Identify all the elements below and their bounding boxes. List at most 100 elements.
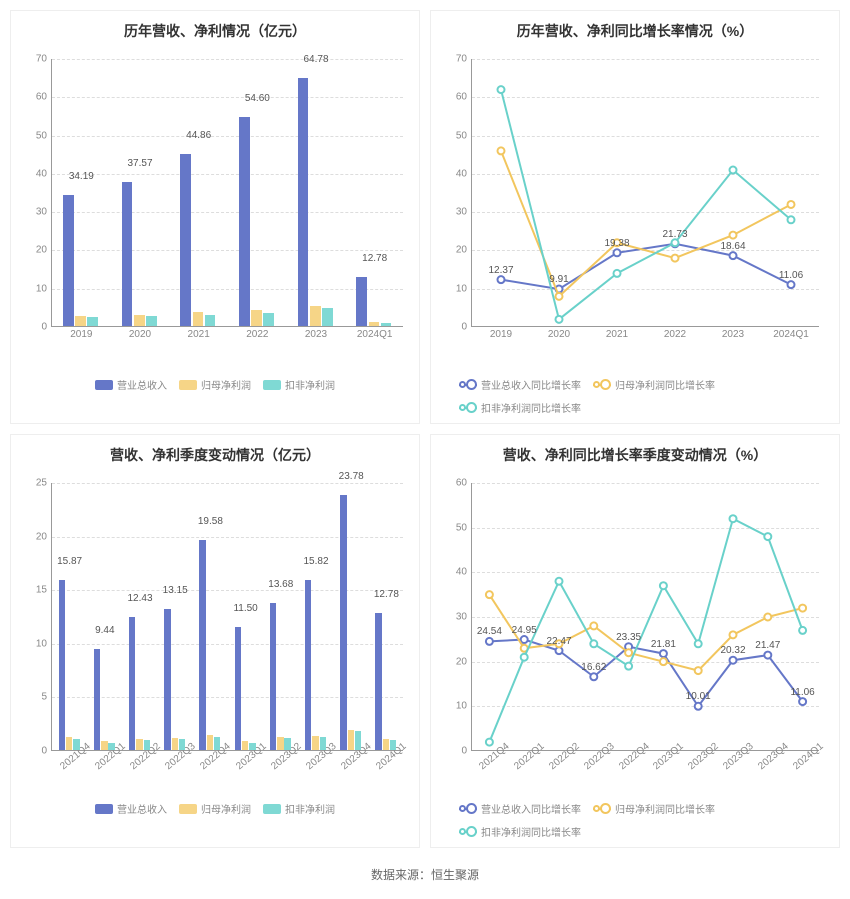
bar — [298, 78, 309, 326]
y-axis-label: 20 — [456, 656, 472, 667]
gridline — [52, 537, 403, 538]
bar — [179, 739, 185, 750]
legend-label: 归母净利润同比增长率 — [615, 801, 715, 816]
y-axis-label: 0 — [41, 322, 52, 333]
legend-swatch — [95, 380, 113, 390]
bar — [214, 737, 220, 750]
legend-label: 扣非净利润同比增长率 — [481, 824, 581, 839]
y-axis-label: 40 — [456, 567, 472, 578]
data-point — [556, 293, 563, 300]
data-label: 12.78 — [374, 589, 399, 600]
plot-area: 05101520252021Q415.872022Q19.442022Q212.… — [51, 483, 403, 751]
bar — [381, 323, 392, 326]
data-label: 16.62 — [581, 662, 606, 673]
data-point — [590, 673, 597, 680]
legend-swatch — [263, 380, 281, 390]
chart-legend: 营业总收入同比增长率 归母净利润同比增长率扣非净利润同比增长率 — [439, 801, 831, 839]
data-point — [695, 640, 702, 647]
chart-title: 营收、净利季度变动情况（亿元） — [19, 445, 411, 465]
data-label: 54.60 — [245, 93, 270, 104]
data-label: 18.64 — [720, 241, 745, 252]
y-axis-label: 70 — [456, 54, 472, 65]
bar — [305, 580, 311, 750]
legend-label: 扣非净利润 — [285, 377, 335, 392]
data-point — [730, 232, 737, 239]
data-label: 15.82 — [303, 556, 328, 567]
bar — [101, 741, 107, 750]
bar — [73, 739, 79, 750]
y-axis-label: 10 — [36, 638, 52, 649]
chart-title: 营收、净利同比增长率季度变动情况（%） — [439, 445, 831, 465]
legend-label: 归母净利润同比增长率 — [615, 377, 715, 392]
legend-item: 营业总收入 — [95, 377, 167, 392]
data-point — [799, 605, 806, 612]
data-point — [498, 276, 505, 283]
data-label: 19.58 — [198, 516, 223, 527]
data-label: 13.68 — [268, 579, 293, 590]
legend-swatch — [263, 804, 281, 814]
y-axis-label: 30 — [456, 612, 472, 623]
bar — [310, 306, 321, 326]
data-point — [730, 167, 737, 174]
x-axis-label: 2020 — [548, 326, 570, 340]
x-axis-label: 2019 — [490, 326, 512, 340]
gridline — [52, 289, 403, 290]
data-label: 24.54 — [477, 626, 502, 637]
gridline — [52, 250, 403, 251]
x-axis-label: 2019 — [70, 326, 92, 340]
data-point — [521, 654, 528, 661]
x-axis-label: 2021 — [606, 326, 628, 340]
bar — [249, 743, 255, 751]
bar — [164, 609, 170, 750]
legend-swatch — [179, 380, 197, 390]
legend-label: 营业总收入同比增长率 — [481, 377, 581, 392]
chart-panel-quarterly-growth: 营收、净利同比增长率季度变动情况（%） 01020304050602021Q42… — [430, 434, 840, 848]
y-axis-label: 40 — [36, 168, 52, 179]
data-point — [695, 703, 702, 710]
data-label: 24.95 — [512, 625, 537, 636]
legend-item: 营业总收入同比增长率 — [459, 801, 581, 816]
data-point — [660, 582, 667, 589]
bar — [284, 738, 290, 750]
bar — [348, 730, 354, 750]
bar — [239, 117, 250, 326]
bar — [63, 195, 74, 326]
bar — [390, 740, 396, 750]
data-point — [730, 252, 737, 259]
legend-label: 营业总收入 — [117, 377, 167, 392]
bar — [146, 316, 157, 326]
data-point — [695, 667, 702, 674]
data-point — [730, 515, 737, 522]
bar — [322, 308, 333, 326]
bar — [312, 736, 318, 750]
y-axis-label: 25 — [36, 478, 52, 489]
bar-chart: 05101520252021Q415.872022Q19.442022Q212.… — [19, 473, 411, 773]
bar — [94, 649, 100, 750]
data-label: 19.38 — [604, 238, 629, 249]
data-point — [672, 239, 679, 246]
data-point — [498, 86, 505, 93]
bar — [242, 741, 248, 750]
bar — [375, 613, 381, 750]
data-label: 21.47 — [755, 640, 780, 651]
y-axis-label: 5 — [41, 692, 52, 703]
bar — [199, 540, 205, 750]
data-point — [764, 652, 771, 659]
legend-item: 归母净利润 — [179, 377, 251, 392]
y-axis-label: 30 — [36, 207, 52, 218]
data-label: 22.47 — [546, 636, 571, 647]
gridline — [52, 174, 403, 175]
legend-item: 营业总收入同比增长率 — [459, 377, 581, 392]
legend-swatch — [95, 804, 113, 814]
legend-label: 归母净利润 — [201, 801, 251, 816]
y-axis-label: 60 — [456, 478, 472, 489]
y-axis-label: 0 — [461, 322, 472, 333]
gridline — [52, 644, 403, 645]
bar — [356, 277, 367, 326]
data-point — [730, 657, 737, 664]
y-axis-label: 10 — [36, 283, 52, 294]
legend-label: 扣非净利润 — [285, 801, 335, 816]
bar — [207, 735, 213, 750]
bar — [205, 315, 216, 326]
data-label: 21.81 — [651, 639, 676, 650]
